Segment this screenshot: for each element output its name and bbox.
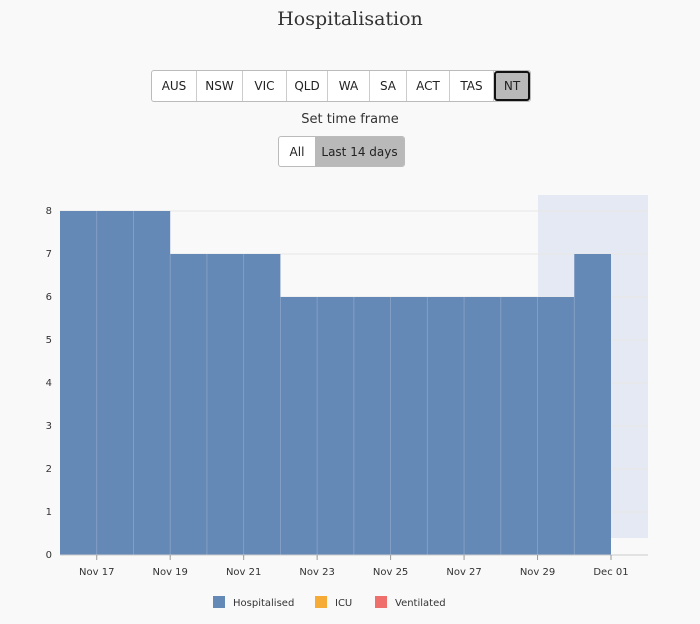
y-tick-label: 5 — [46, 335, 52, 346]
legend-swatch — [213, 596, 225, 608]
y-tick-label: 1 — [46, 507, 52, 518]
bar — [133, 211, 171, 555]
legend-label: Ventilated — [395, 598, 446, 609]
bar — [60, 211, 97, 555]
toggle-button[interactable]: NSW — [197, 71, 243, 101]
bar — [537, 297, 575, 555]
legend-label: Hospitalised — [233, 598, 294, 609]
bar — [206, 254, 244, 555]
toggle-button[interactable]: VIC — [243, 71, 287, 101]
x-tick-label: Nov 27 — [446, 567, 481, 578]
x-tick-label: Nov 29 — [520, 567, 555, 578]
y-tick-label: 3 — [46, 421, 52, 432]
y-tick-label: 0 — [46, 550, 52, 561]
bar — [574, 254, 611, 555]
x-tick-label: Nov 23 — [299, 567, 334, 578]
x-tick-label: Nov 25 — [373, 567, 408, 578]
y-tick-label: 4 — [46, 378, 52, 389]
legend-swatch — [315, 596, 327, 608]
y-tick-label: 2 — [46, 464, 52, 475]
y-tick-label: 7 — [46, 249, 52, 260]
y-tick-label: 6 — [46, 292, 52, 303]
bar — [353, 297, 391, 555]
toggle-button[interactable]: Last 14 days — [315, 137, 404, 166]
toggle-button[interactable]: AUS — [152, 71, 197, 101]
y-tick-label: 8 — [46, 206, 52, 217]
legend-label: ICU — [335, 598, 352, 609]
region-selector: AUS NSW VIC QLD WA SA ACT TAS NT — [151, 70, 531, 102]
toggle-button[interactable]: ACT — [407, 71, 450, 101]
time-frame-label: Set time frame — [301, 112, 399, 127]
bar — [500, 297, 538, 555]
toggle-button[interactable]: WA — [328, 71, 370, 101]
x-tick-label: Nov 19 — [152, 567, 187, 578]
bar — [427, 297, 465, 555]
bar — [243, 254, 281, 555]
bar — [464, 297, 501, 555]
bar — [317, 297, 354, 555]
time-frame-selector: All Last 14 days — [278, 136, 405, 167]
toggle-button[interactable]: NT — [494, 71, 530, 101]
toggle-button[interactable]: All — [289, 144, 305, 159]
bar — [96, 211, 134, 555]
legend-swatch — [375, 596, 387, 608]
x-tick-label: Dec 01 — [593, 567, 628, 578]
bar — [390, 297, 428, 555]
toggle-button[interactable]: QLD — [287, 71, 328, 101]
x-tick-label: Nov 21 — [226, 567, 261, 578]
x-tick-label: Nov 17 — [79, 567, 114, 578]
chart-title: Hospitalisation — [277, 8, 423, 30]
bar — [170, 254, 207, 555]
toggle-button[interactable]: SA — [370, 71, 407, 101]
bar — [280, 297, 318, 555]
toggle-button[interactable]: TAS — [450, 71, 494, 101]
